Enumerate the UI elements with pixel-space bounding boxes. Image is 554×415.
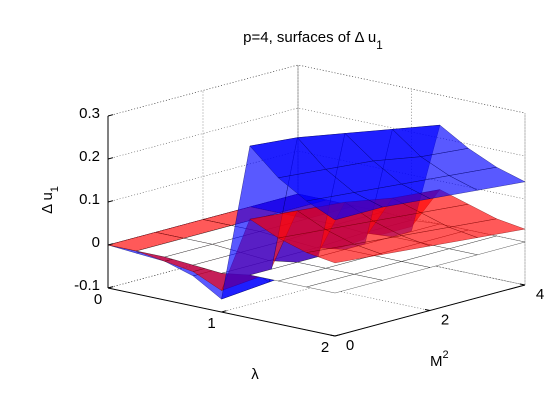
y-tick-label: 4 — [536, 286, 544, 303]
x-tick-label: 0 — [94, 291, 102, 308]
title-subscript: 1 — [376, 38, 383, 52]
title-text: p=4, surfaces of Δ u — [243, 29, 376, 46]
z-tick — [107, 243, 114, 246]
z-tick-label: 0 — [92, 234, 100, 251]
z-tick — [107, 200, 114, 203]
x-tick — [107, 286, 114, 289]
x-tick-label: 1 — [207, 315, 215, 332]
z-label-sub: 1 — [49, 186, 61, 192]
surface-layer — [107, 124, 526, 300]
z-tick — [107, 114, 114, 117]
z-label-text: Δ u — [39, 192, 56, 214]
z-tick — [107, 157, 114, 160]
grid-line — [107, 236, 526, 289]
chart-title: p=4, surfaces of Δ u1 — [243, 29, 383, 52]
y-tick — [329, 334, 336, 337]
y-label-text: M — [430, 353, 443, 370]
z-tick-label: 0.2 — [79, 148, 100, 165]
z-tick-label: 0.1 — [79, 191, 100, 208]
z-tick-label: 0.3 — [79, 105, 100, 122]
grid-line — [107, 64, 526, 117]
z-axis-label: Δ u1 — [39, 186, 61, 214]
y-axis-label: M2 — [430, 349, 449, 370]
y-tick — [519, 283, 526, 286]
y-tick-label: 0 — [346, 337, 354, 354]
x-tick — [334, 334, 341, 337]
surface-patch — [306, 192, 384, 221]
surface-patch — [305, 243, 384, 264]
y-label-sup: 2 — [443, 349, 449, 361]
x-axis-label: λ — [251, 366, 259, 383]
y-tick — [424, 309, 431, 311]
surface-patch — [306, 274, 383, 294]
z-tick-label: -0.1 — [74, 277, 100, 294]
x-tick-label: 2 — [321, 339, 329, 356]
x-tick — [221, 310, 227, 313]
y-tick-label: 2 — [441, 311, 449, 328]
